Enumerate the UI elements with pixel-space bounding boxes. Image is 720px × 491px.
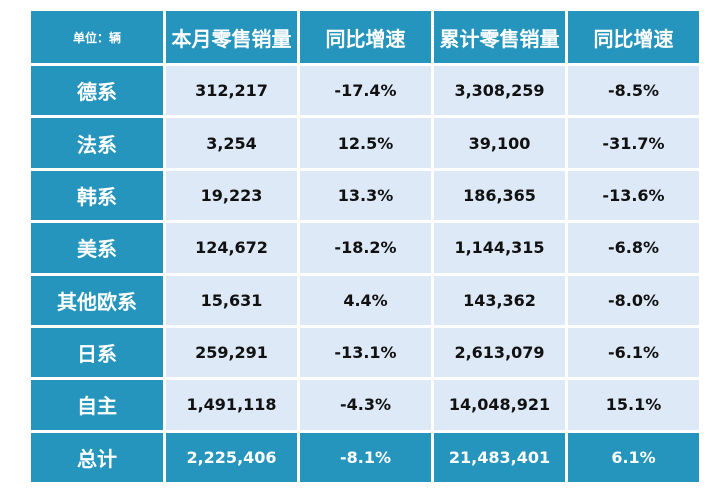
total-cell: 21,483,401 [434,432,565,482]
table-row: 自主 1,491,118 -4.3% 14,048,921 15.1% [31,380,699,430]
sales-table: 单位：辆 本月零售销量 同比增速 累计零售销量 同比增速 德系 312,217 … [28,8,702,485]
header-monthly-sales: 本月零售销量 [166,11,297,63]
table-cell: 1,491,118 [166,380,297,430]
table-cell: -8.0% [568,275,699,325]
row-label: 日系 [31,327,163,378]
table-cell: 15.1% [568,380,699,430]
unit-label: 单位：辆 [31,11,163,63]
table-row: 其他欧系 15,631 4.4% 143,362 -8.0% [31,275,699,325]
table-row: 韩系 19,223 13.3% 186,365 -13.6% [31,170,699,221]
table-row: 美系 124,672 -18.2% 1,144,315 -6.8% [31,223,699,273]
table-cell: 3,254 [166,118,297,168]
table-cell: 186,365 [434,170,565,221]
table-cell: 13.3% [300,170,431,221]
table-cell: -18.2% [300,223,431,273]
table-cell: -13.1% [300,327,431,378]
row-label: 自主 [31,380,163,430]
table-cell: -8.5% [568,66,699,116]
table-cell: -31.7% [568,118,699,168]
row-label: 法系 [31,118,163,168]
table-cell: 15,631 [166,275,297,325]
total-cell: 6.1% [568,432,699,482]
table-cell: 19,223 [166,170,297,221]
table-cell: 143,362 [434,275,565,325]
table-cell: 39,100 [434,118,565,168]
header-cumulative-growth: 同比增速 [568,11,699,63]
table-row: 法系 3,254 12.5% 39,100 -31.7% [31,118,699,168]
table-cell: -17.4% [300,66,431,116]
table-cell: 259,291 [166,327,297,378]
table-row: 德系 312,217 -17.4% 3,308,259 -8.5% [31,66,699,116]
total-cell: 2,225,406 [166,432,297,482]
table-row: 日系 259,291 -13.1% 2,613,079 -6.1% [31,327,699,378]
header-monthly-growth: 同比增速 [300,11,431,63]
total-cell: -8.1% [300,432,431,482]
row-label: 德系 [31,66,163,116]
table-cell: 124,672 [166,223,297,273]
sales-table-container: 单位：辆 本月零售销量 同比增速 累计零售销量 同比增速 德系 312,217 … [28,8,699,485]
total-row: 总计 2,225,406 -8.1% 21,483,401 6.1% [31,432,699,482]
table-cell: -13.6% [568,170,699,221]
table-cell: 3,308,259 [434,66,565,116]
table-cell: 1,144,315 [434,223,565,273]
table-cell: 312,217 [166,66,297,116]
table-cell: -6.1% [568,327,699,378]
row-label: 其他欧系 [31,275,163,325]
total-label: 总计 [31,432,163,482]
table-cell: -6.8% [568,223,699,273]
table-cell: 14,048,921 [434,380,565,430]
table-cell: 2,613,079 [434,327,565,378]
table-cell: 4.4% [300,275,431,325]
header-cumulative-sales: 累计零售销量 [434,11,565,63]
table-cell: -4.3% [300,380,431,430]
header-row: 单位：辆 本月零售销量 同比增速 累计零售销量 同比增速 [31,11,699,63]
row-label: 美系 [31,223,163,273]
table-cell: 12.5% [300,118,431,168]
row-label: 韩系 [31,170,163,221]
